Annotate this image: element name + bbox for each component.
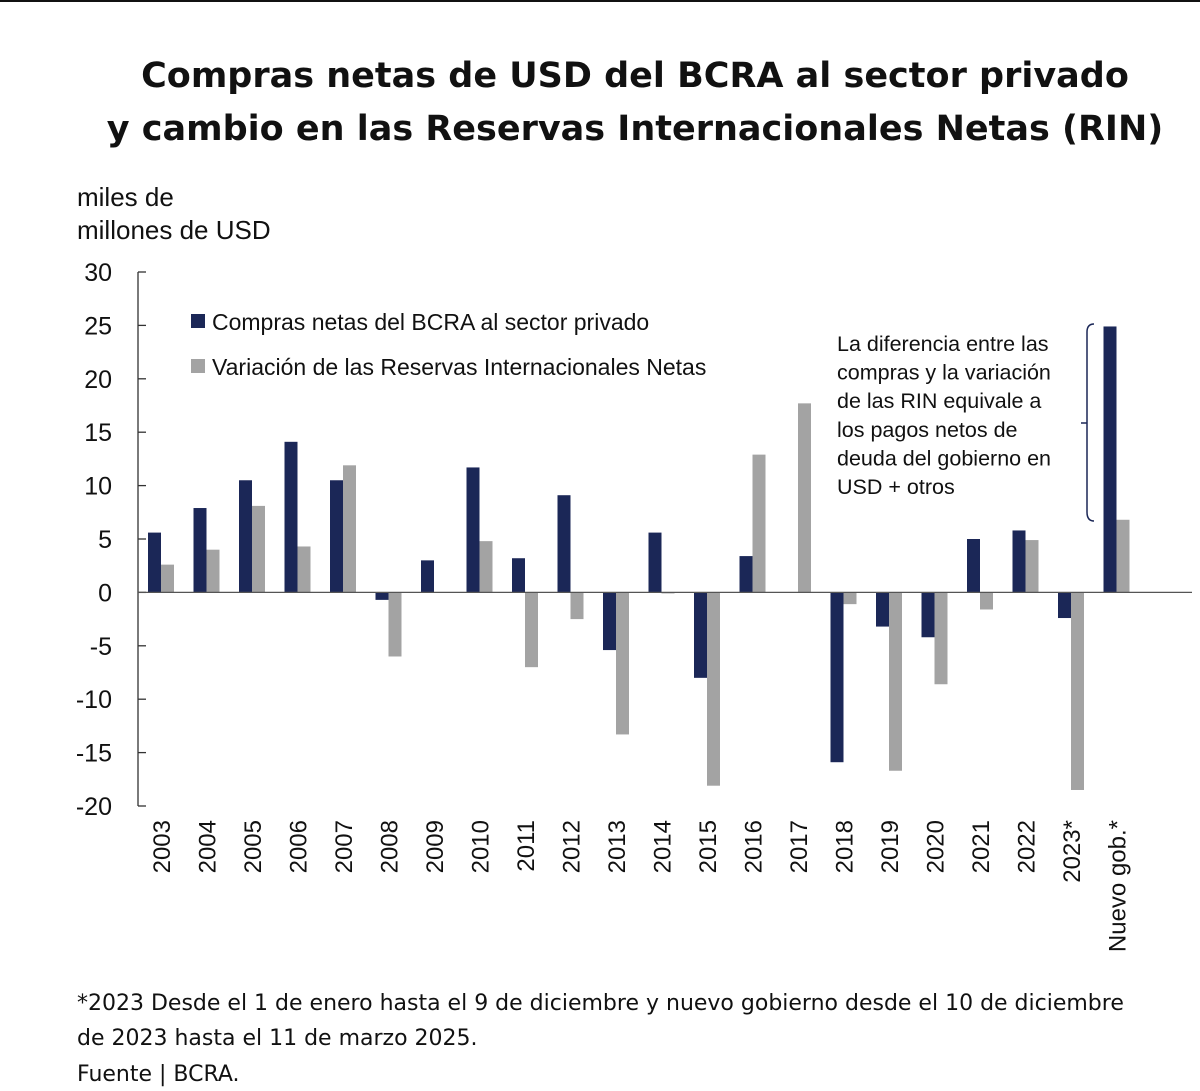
x-category-label: 2010 bbox=[468, 820, 495, 873]
x-category-label: Nuevo gob.* bbox=[1105, 820, 1132, 952]
x-category-label: 2018 bbox=[832, 820, 859, 873]
y-tick-label: 10 bbox=[84, 473, 112, 501]
annotation-line-1: compras y la variación bbox=[837, 361, 1051, 385]
navy-bar-2 bbox=[239, 480, 252, 593]
y-tick-label: 25 bbox=[84, 312, 112, 340]
navy-bar-7 bbox=[466, 467, 480, 593]
gray-bar-14 bbox=[798, 403, 811, 593]
navy-bar-21 bbox=[1103, 326, 1117, 593]
gray-bar-21 bbox=[1116, 519, 1130, 593]
x-category-label: 2003 bbox=[149, 820, 176, 873]
annotation-bracket bbox=[1086, 323, 1095, 522]
x-category-label: 2014 bbox=[650, 820, 677, 873]
annotation-line-2: de las RIN equivale a bbox=[837, 389, 1041, 413]
y-tick-label: 30 bbox=[84, 259, 112, 287]
gray-bar-20 bbox=[1071, 592, 1084, 790]
navy-bar-9 bbox=[557, 495, 571, 593]
gray-bar-16 bbox=[889, 592, 902, 771]
navy-bar-1 bbox=[193, 508, 207, 593]
y-tick-label: 0 bbox=[98, 579, 112, 607]
y-tick-label: 15 bbox=[84, 419, 112, 447]
navy-bar-3 bbox=[284, 441, 298, 593]
gray-bar-19 bbox=[1025, 540, 1039, 593]
y-tick-label: -20 bbox=[76, 793, 112, 821]
x-category-label: 2017 bbox=[786, 820, 813, 873]
navy-bar-5 bbox=[375, 592, 389, 600]
x-category-label: 2007 bbox=[331, 820, 358, 873]
x-category-label: 2004 bbox=[195, 820, 222, 873]
navy-bar-20 bbox=[1058, 592, 1071, 619]
navy-bar-17 bbox=[921, 592, 935, 638]
footnote-line1: *2023 Desde el 1 de enero hasta el 9 de … bbox=[77, 991, 1124, 1016]
x-category-label: 2016 bbox=[741, 820, 768, 873]
gray-bar-7 bbox=[479, 541, 493, 593]
gray-bar-2 bbox=[252, 505, 265, 593]
gray-bar-12 bbox=[707, 592, 720, 786]
x-category-label: 2015 bbox=[695, 820, 722, 873]
navy-bar-13 bbox=[739, 556, 753, 593]
gray-bar-18 bbox=[980, 592, 993, 610]
gray-bar-9 bbox=[570, 592, 584, 620]
navy-bar-4 bbox=[330, 480, 343, 593]
navy-bar-10 bbox=[603, 592, 616, 651]
y-tick-label: 20 bbox=[84, 366, 112, 394]
x-category-label: 2023* bbox=[1059, 820, 1086, 883]
gray-bar-8 bbox=[525, 592, 538, 668]
navy-bar-18 bbox=[967, 539, 980, 593]
legend-swatch-1 bbox=[191, 359, 205, 373]
chart-title-line1: Compras netas de USD del BCRA al sector … bbox=[141, 56, 1129, 96]
gray-bar-3 bbox=[297, 546, 311, 593]
x-category-label: 2013 bbox=[604, 820, 631, 873]
navy-bar-6 bbox=[421, 560, 434, 593]
navy-bar-0 bbox=[148, 532, 161, 593]
x-category-label: 2021 bbox=[968, 820, 995, 873]
x-category-label: 2020 bbox=[923, 820, 950, 873]
gray-bar-15 bbox=[843, 592, 857, 605]
legend-swatch-0 bbox=[191, 314, 205, 328]
y-tick-label: -5 bbox=[90, 633, 112, 661]
x-category-label: 2008 bbox=[377, 820, 404, 873]
annotation-line-3: los pagos netos de bbox=[837, 418, 1018, 442]
gray-bar-4 bbox=[343, 465, 356, 593]
x-category-label: 2019 bbox=[877, 820, 904, 873]
top-border bbox=[0, 0, 1200, 2]
navy-bar-15 bbox=[830, 592, 844, 763]
y-tick-label: -10 bbox=[76, 686, 112, 714]
annotation-line-5: USD + otros bbox=[837, 475, 955, 499]
navy-bar-16 bbox=[876, 592, 889, 627]
gray-bar-13 bbox=[752, 454, 766, 593]
navy-bar-11 bbox=[648, 532, 662, 593]
x-category-label: 2011 bbox=[513, 820, 540, 872]
x-category-label: 2006 bbox=[286, 820, 313, 873]
navy-bar-12 bbox=[694, 592, 707, 678]
gray-bar-17 bbox=[934, 592, 948, 685]
gray-bar-10 bbox=[616, 592, 629, 735]
legend-label-0: Compras netas del BCRA al sector privado bbox=[212, 309, 649, 335]
navy-bar-19 bbox=[1012, 530, 1026, 593]
chart-title-line2: y cambio en las Reservas Internacionales… bbox=[106, 109, 1164, 149]
y-tick-label: -15 bbox=[76, 740, 112, 768]
gray-bar-1 bbox=[206, 549, 220, 593]
y-unit-line2: millones de USD bbox=[77, 215, 271, 245]
source-note: Fuente | BCRA. bbox=[77, 1062, 240, 1087]
legend-label-1: Variación de las Reservas Internacionale… bbox=[212, 354, 706, 380]
y-unit-line1: miles de bbox=[77, 182, 174, 212]
x-category-label: 2012 bbox=[559, 820, 586, 873]
navy-bar-8 bbox=[512, 558, 525, 593]
x-category-label: 2005 bbox=[240, 820, 267, 873]
x-category-label: 2009 bbox=[422, 820, 449, 873]
y-tick-label: 5 bbox=[98, 526, 112, 554]
gray-bar-5 bbox=[388, 592, 402, 657]
annotation-line-4: deuda del gobierno en bbox=[837, 446, 1051, 470]
footnote-line2: de 2023 hasta el 11 de marzo 2025. bbox=[77, 1026, 478, 1051]
x-category-label: 2022 bbox=[1014, 820, 1041, 873]
gray-bar-0 bbox=[161, 564, 174, 593]
annotation-line-0: La diferencia entre las bbox=[837, 332, 1049, 356]
